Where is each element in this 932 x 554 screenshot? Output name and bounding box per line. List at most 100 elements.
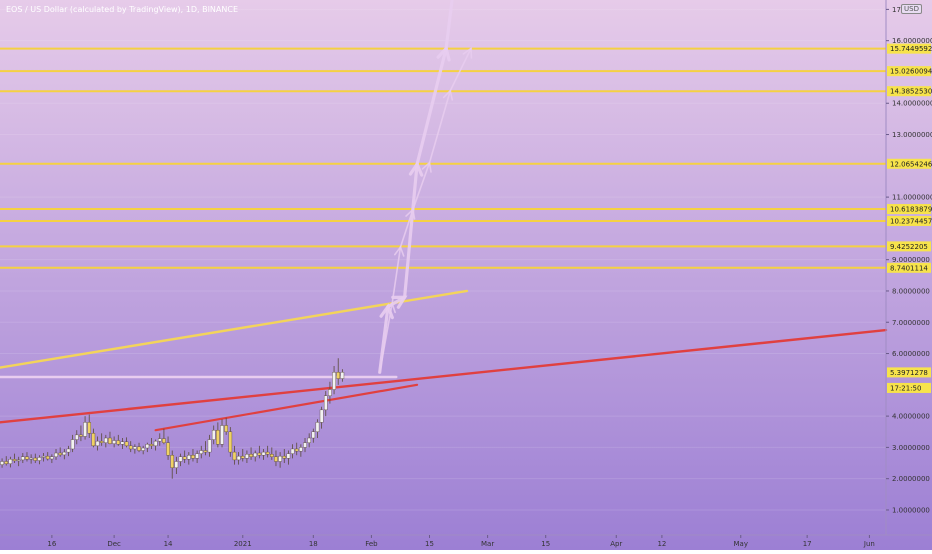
candle-body[interactable] xyxy=(257,452,262,456)
candle-body[interactable] xyxy=(29,457,33,460)
candle-body[interactable] xyxy=(99,440,104,443)
candle-body[interactable] xyxy=(37,457,42,461)
candle-body[interactable] xyxy=(74,434,79,440)
candle-body[interactable] xyxy=(228,431,233,453)
candle-body[interactable] xyxy=(211,429,216,440)
candle-body[interactable] xyxy=(45,455,50,460)
candle-body[interactable] xyxy=(336,372,341,379)
candle-body[interactable] xyxy=(50,456,54,460)
candle-body[interactable] xyxy=(145,444,150,449)
candle-body[interactable] xyxy=(12,459,17,462)
candle-body[interactable] xyxy=(207,439,212,453)
candle-body[interactable] xyxy=(311,431,316,439)
trendline[interactable] xyxy=(0,328,888,424)
candle-body[interactable] xyxy=(33,457,38,461)
candle-body[interactable] xyxy=(253,452,258,457)
candle-body[interactable] xyxy=(157,438,162,442)
candle-body[interactable] xyxy=(270,454,274,457)
candle-body[interactable] xyxy=(328,389,332,396)
candle-body[interactable] xyxy=(16,459,21,462)
trendline[interactable] xyxy=(154,383,419,432)
candle-body[interactable] xyxy=(323,395,328,411)
candle-body[interactable] xyxy=(108,437,112,444)
candle-body[interactable] xyxy=(128,445,133,450)
candle-body[interactable] xyxy=(70,439,75,450)
candle-body[interactable] xyxy=(220,425,224,445)
candle-body[interactable] xyxy=(0,461,4,465)
candle-body[interactable] xyxy=(133,446,137,450)
candle-body[interactable] xyxy=(112,440,116,444)
candle-body[interactable] xyxy=(187,455,191,460)
candle-body[interactable] xyxy=(162,438,166,443)
candle-body[interactable] xyxy=(299,447,303,452)
projection-segment[interactable] xyxy=(399,208,414,248)
y-tick-label: 16.0000000 xyxy=(892,37,932,45)
trendline[interactable] xyxy=(0,289,469,369)
candle-body[interactable] xyxy=(124,441,129,447)
candle-body[interactable] xyxy=(120,441,125,445)
candle-body[interactable] xyxy=(149,444,154,447)
candle-body[interactable] xyxy=(261,451,266,456)
projection-segment[interactable] xyxy=(391,246,402,305)
candle-body[interactable] xyxy=(249,454,253,457)
candle-body[interactable] xyxy=(332,372,336,390)
candle-body[interactable] xyxy=(191,455,195,459)
candle-body[interactable] xyxy=(216,429,220,445)
candle-body[interactable] xyxy=(137,446,141,451)
candle-body[interactable] xyxy=(153,440,158,447)
candle-body[interactable] xyxy=(54,452,58,457)
projection-segment[interactable] xyxy=(449,47,472,92)
candle-body[interactable] xyxy=(116,440,121,445)
candle-body[interactable] xyxy=(274,456,278,462)
candle-body[interactable] xyxy=(21,456,25,461)
candle-body[interactable] xyxy=(141,447,145,451)
candle-body[interactable] xyxy=(79,434,83,437)
candle-body[interactable] xyxy=(240,455,245,459)
candle-body[interactable] xyxy=(166,442,170,456)
candle-body[interactable] xyxy=(236,455,241,461)
candle-body[interactable] xyxy=(8,459,13,464)
candle-body[interactable] xyxy=(174,461,179,468)
candle-body[interactable] xyxy=(41,455,46,458)
candle-body[interactable] xyxy=(282,455,287,459)
candle-body[interactable] xyxy=(25,456,29,460)
candle-body[interactable] xyxy=(232,451,237,461)
candle-body[interactable] xyxy=(83,422,87,437)
candle-body[interactable] xyxy=(294,448,299,452)
candle-body[interactable] xyxy=(95,440,100,447)
candle-body[interactable] xyxy=(104,437,108,443)
candle-body[interactable] xyxy=(290,448,295,454)
candle-body[interactable] xyxy=(303,442,307,448)
candle-body[interactable] xyxy=(182,456,187,460)
projection-segment[interactable] xyxy=(415,46,448,166)
candle-body[interactable] xyxy=(315,422,320,432)
currency-badge[interactable]: USD xyxy=(901,4,922,14)
projection-segment[interactable] xyxy=(412,161,431,211)
candle-body[interactable] xyxy=(340,372,345,379)
y-tick-label: 17 xyxy=(892,6,901,14)
candle-body[interactable] xyxy=(278,455,282,462)
candle-body[interactable] xyxy=(87,422,92,434)
projection-segment[interactable] xyxy=(444,0,458,51)
candle-body[interactable] xyxy=(319,409,324,423)
candle-body[interactable] xyxy=(265,451,270,455)
candle-body[interactable] xyxy=(178,456,183,462)
candle-body[interactable] xyxy=(286,453,291,459)
candle-body[interactable] xyxy=(4,461,9,464)
candle-body[interactable] xyxy=(62,451,67,456)
projection-segment[interactable] xyxy=(378,302,393,374)
candle-body[interactable] xyxy=(58,452,62,456)
candle-body[interactable] xyxy=(170,455,175,468)
candle-body[interactable] xyxy=(195,453,199,459)
candle-body[interactable] xyxy=(91,433,96,447)
projection-segment[interactable] xyxy=(428,89,452,164)
candle-body[interactable] xyxy=(245,454,249,459)
candle-body[interactable] xyxy=(203,450,208,453)
candle-body[interactable] xyxy=(224,425,228,432)
projection-segment[interactable] xyxy=(403,162,419,299)
candle-body[interactable] xyxy=(199,450,204,454)
candle-body[interactable] xyxy=(66,448,71,453)
candle-body[interactable] xyxy=(307,437,311,443)
